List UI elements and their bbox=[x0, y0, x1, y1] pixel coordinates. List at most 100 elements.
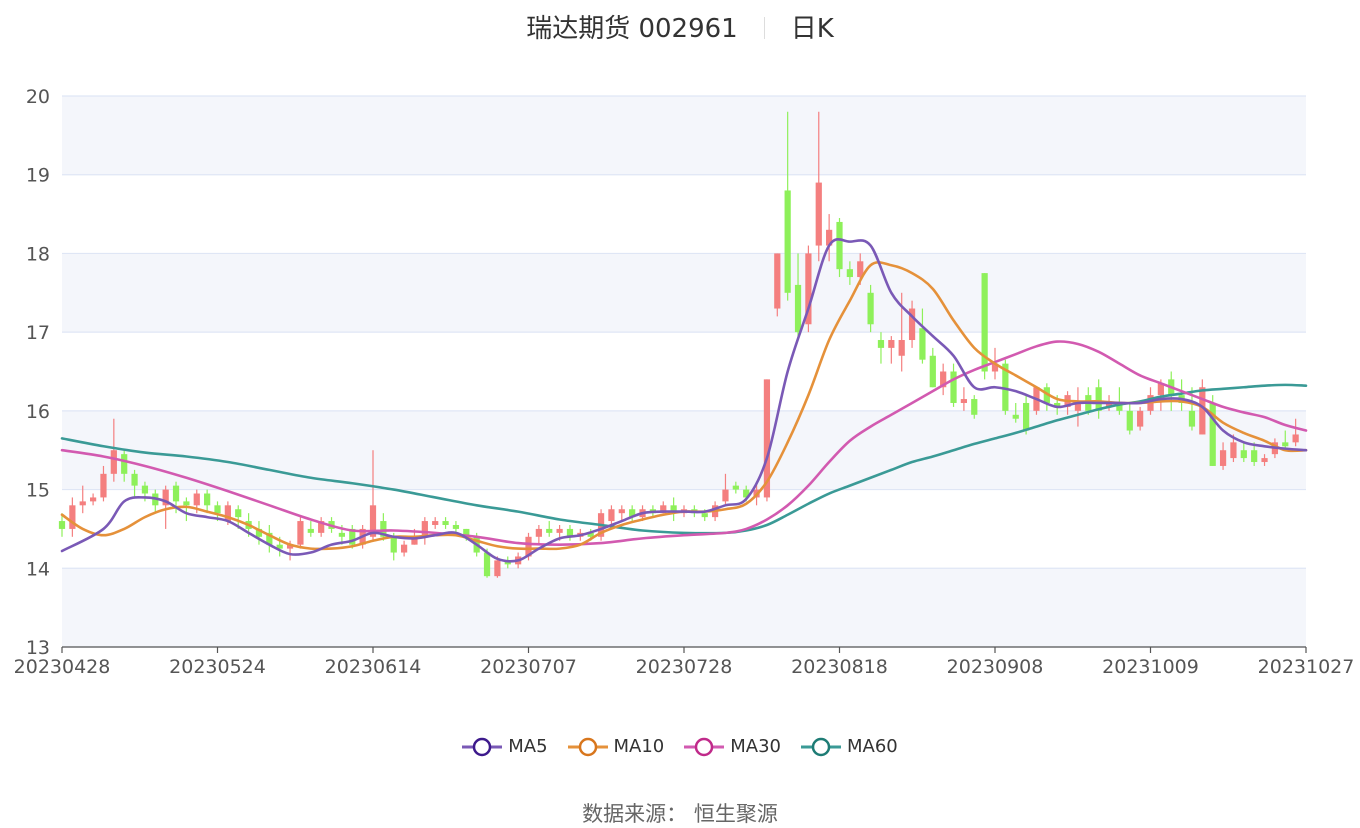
candle-body bbox=[1116, 402, 1123, 411]
legend-ma5-icon bbox=[462, 737, 503, 756]
candle-body bbox=[836, 221, 843, 270]
candle-body bbox=[1095, 387, 1102, 411]
candle-body bbox=[546, 528, 553, 533]
candle-body bbox=[89, 497, 97, 502]
candle-body bbox=[877, 340, 885, 348]
candle-body bbox=[566, 528, 574, 537]
candle-body bbox=[1022, 402, 1030, 431]
candle-body bbox=[224, 505, 231, 522]
candle-body bbox=[307, 528, 314, 533]
candle-body bbox=[338, 532, 346, 537]
candle-body bbox=[1219, 450, 1227, 466]
candle-body bbox=[919, 328, 926, 360]
candle-body bbox=[400, 544, 408, 553]
candle-body bbox=[1230, 442, 1237, 459]
candle-body bbox=[1002, 363, 1009, 411]
candle-body bbox=[1054, 402, 1061, 407]
candle-body bbox=[463, 528, 470, 537]
candle-body bbox=[608, 509, 615, 522]
candle-body bbox=[204, 493, 211, 506]
x-tick-label: 20230614 bbox=[325, 656, 422, 678]
candle-body bbox=[535, 528, 542, 537]
plot-band bbox=[62, 410, 1306, 490]
candle-body bbox=[701, 513, 708, 518]
candle-body bbox=[79, 501, 86, 506]
x-tick-label: 20230818 bbox=[791, 656, 888, 678]
candle-body bbox=[857, 261, 864, 278]
legend-ma60-label: MA60 bbox=[847, 736, 898, 757]
candle-body bbox=[214, 505, 221, 514]
plot-band bbox=[62, 96, 1306, 175]
candle-body bbox=[1261, 458, 1268, 463]
candle-body bbox=[1137, 410, 1144, 427]
candle-body bbox=[183, 501, 190, 506]
candle-body bbox=[172, 485, 180, 502]
candle-body bbox=[100, 473, 107, 498]
candle-body bbox=[411, 536, 418, 545]
candle-body bbox=[794, 284, 802, 333]
candle-body bbox=[483, 552, 491, 577]
candle-body bbox=[442, 521, 449, 525]
candle-body bbox=[898, 340, 905, 356]
x-tick-label: 20231009 bbox=[1102, 656, 1199, 678]
stock-title: 瑞达期货 002961 bbox=[526, 14, 738, 44]
candle-body bbox=[1282, 442, 1289, 447]
period-label: 日K bbox=[790, 14, 834, 44]
y-tick-label: 17 bbox=[26, 322, 50, 344]
candle-body bbox=[660, 505, 667, 514]
candle-body bbox=[349, 528, 356, 545]
candle-body bbox=[1209, 402, 1216, 466]
ma60-line bbox=[60, 383, 1308, 535]
candle-body bbox=[69, 505, 76, 529]
legend-item-ma60[interactable]: MA60 bbox=[801, 736, 898, 757]
candle-body bbox=[380, 521, 387, 537]
candle-body bbox=[618, 509, 625, 514]
x-tick-label: 20230707 bbox=[480, 656, 577, 678]
x-tick-label: 20230908 bbox=[947, 656, 1044, 678]
candle-body bbox=[1105, 402, 1113, 407]
legend-item-ma10[interactable]: MA10 bbox=[567, 736, 664, 757]
candle-body bbox=[981, 273, 988, 372]
candle-body bbox=[888, 340, 895, 348]
candle-body bbox=[867, 292, 874, 325]
legend-ma5-label: MA5 bbox=[508, 736, 548, 757]
candle-body bbox=[1074, 402, 1082, 411]
y-tick-label: 13 bbox=[26, 637, 50, 659]
x-tick-label: 20231027 bbox=[1258, 656, 1355, 678]
candle-body bbox=[950, 371, 957, 403]
candle-body bbox=[131, 473, 138, 486]
candle-body bbox=[1292, 434, 1299, 443]
legend-ma10-icon bbox=[567, 737, 608, 756]
y-tick-label: 19 bbox=[26, 165, 50, 187]
candle-body bbox=[1188, 410, 1196, 427]
chart-legend: MA5 MA10 MA30 MA60 bbox=[0, 736, 1360, 757]
candle-body bbox=[421, 521, 428, 537]
candle-body bbox=[908, 308, 916, 341]
y-tick-label: 15 bbox=[26, 480, 50, 502]
legend-item-ma30[interactable]: MA30 bbox=[684, 736, 781, 757]
candle-body bbox=[960, 399, 968, 403]
candle-body bbox=[432, 521, 439, 525]
candle-body bbox=[452, 524, 460, 529]
candle-body bbox=[58, 521, 66, 529]
candle-body bbox=[629, 509, 636, 518]
y-tick-label: 18 bbox=[26, 243, 50, 265]
candle-body bbox=[732, 485, 739, 490]
legend-item-ma5[interactable]: MA5 bbox=[462, 736, 548, 757]
legend-ma30-label: MA30 bbox=[730, 736, 782, 757]
ma5-line bbox=[60, 238, 1308, 563]
candle-body bbox=[193, 493, 200, 506]
plot-band bbox=[62, 253, 1306, 333]
x-tick-label: 20230524 bbox=[169, 656, 266, 678]
candle-body bbox=[369, 505, 377, 537]
candle-body bbox=[556, 528, 563, 533]
candle-body bbox=[805, 253, 812, 325]
candle-body bbox=[121, 454, 128, 474]
candle-body bbox=[162, 489, 169, 506]
y-tick-label: 20 bbox=[26, 86, 50, 108]
candle-body bbox=[276, 544, 283, 549]
candle-body bbox=[929, 355, 936, 388]
candle-body bbox=[815, 182, 822, 246]
candle-body bbox=[587, 532, 594, 537]
